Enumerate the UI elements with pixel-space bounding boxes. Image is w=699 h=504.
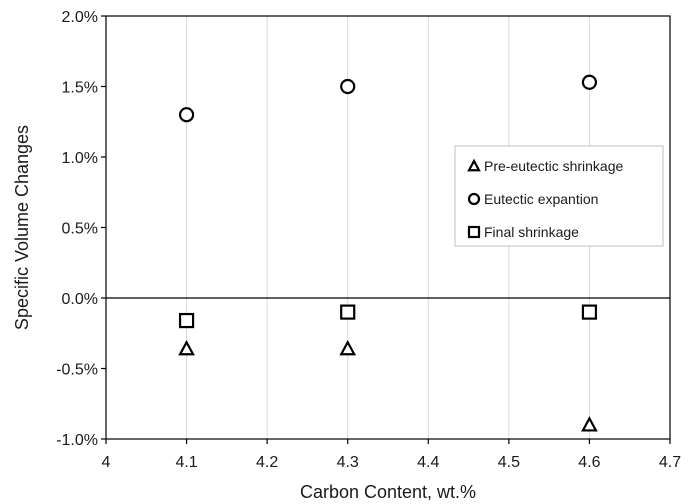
y-tick-label: -0.5% [56,362,98,379]
legend: Pre-eutectic shrinkage Eutectic expantion… [454,145,664,247]
x-tick-label: 4.4 [417,454,439,471]
square-data-point [340,304,356,320]
legend-label: Final shrinkage [484,224,579,240]
axes [101,15,671,444]
y-axis-title: Specific Volume Changes [12,125,32,330]
tick-labels: -1.0% -0.5% 0.0% 0.5% 1.0% 1.5% 2.0% 4 4.1 4.2 4.3… [56,9,681,471]
triangle-data-point [581,416,598,432]
y-tick-label: 1.0% [62,150,98,167]
circle-data-point [340,78,356,95]
legend-circle-icon [467,192,481,206]
y-tick-label: 0.0% [62,291,98,308]
legend-box [454,145,664,247]
circle-data-point [581,74,598,90]
legend-triangle-icon [467,158,481,172]
circle-data-point [178,107,195,123]
y-tick-label: 1.5% [62,80,98,97]
x-tick-label: 4.6 [578,454,600,471]
y-tick-label: 2.0% [62,9,98,26]
square-data-point [178,312,195,329]
legend-label: Eutectic expantion [484,191,598,207]
x-tick-label: 4.3 [337,454,359,471]
triangle-data-point [178,339,195,356]
y-tick-label: -1.0% [56,432,98,449]
x-tick-label: 4.1 [175,454,197,471]
x-tick-label: 4.5 [498,454,520,471]
square-data-point [581,304,598,320]
x-tick-label: 4.2 [256,454,278,471]
x-axis-title: Carbon Content, wt.% [300,482,476,502]
legend-square-icon [467,225,481,239]
data-points [178,74,598,432]
legend-label: Pre-eutectic shrinkage [484,158,624,174]
x-tick-label: 4.7 [659,454,681,471]
x-tick-label: 4 [102,454,111,471]
y-tick-label: 0.5% [62,221,98,238]
triangle-data-point [339,339,357,356]
